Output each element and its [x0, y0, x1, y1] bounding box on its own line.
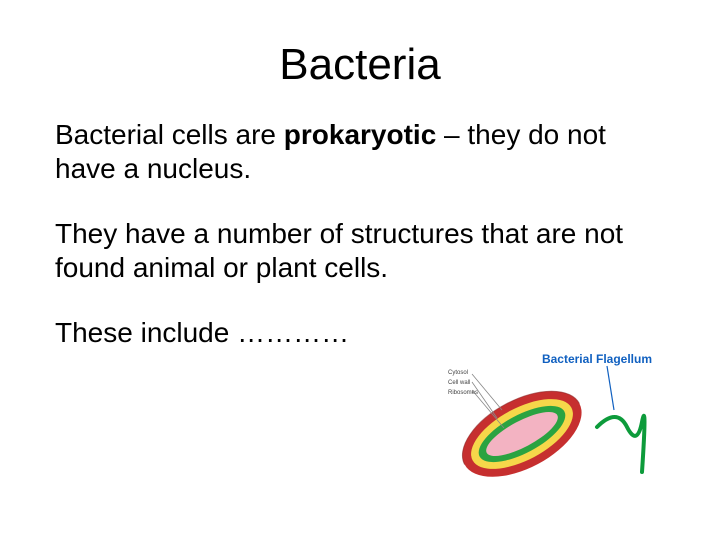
tiny-label-0: Cytosol [448, 370, 468, 376]
paragraph-2: They have a number of structures that ar… [55, 217, 665, 284]
page-title: Bacteria [55, 40, 665, 90]
bacteria-svg [442, 352, 652, 492]
flagellum-label: Bacterial Flagellum [542, 352, 652, 366]
flagellum-icon [597, 416, 645, 472]
tiny-label-1: Cell wall [448, 380, 470, 386]
paragraph-3: These include ………… [55, 316, 665, 350]
p1-bold: prokaryotic [284, 119, 437, 150]
paragraph-1: Bacterial cells are prokaryotic – they d… [55, 118, 665, 185]
bacteria-diagram: Bacterial Flagellum Cytosol Cell wall Ri… [442, 352, 652, 492]
tiny-label-2: Ribosomes [448, 390, 478, 396]
flagellum-pointer [607, 366, 614, 410]
p1-lead: Bacterial cells are [55, 119, 284, 150]
